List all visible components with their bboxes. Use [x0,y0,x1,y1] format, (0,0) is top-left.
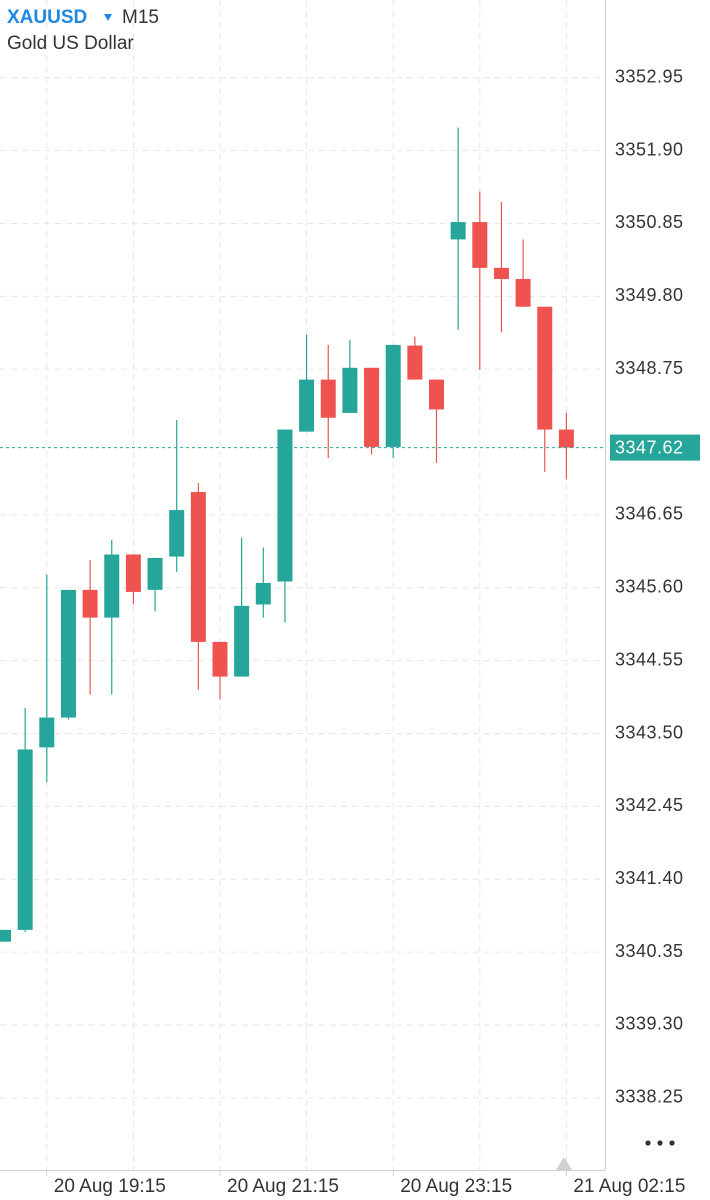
candle-body [299,379,315,432]
x-tick-label: 20 Aug 21:15 [227,1176,339,1197]
candle-body [558,429,574,448]
y-tick-label: 3342.45 [615,795,684,815]
x-tick-label: 20 Aug 19:15 [54,1176,166,1197]
last-price-label: 3347.62 [615,437,684,457]
candle-body [104,554,120,618]
candle-body [0,929,11,942]
candle-body [320,379,336,418]
candle-body [515,278,531,307]
candle-body [537,306,553,430]
candle-body [493,267,509,279]
y-tick-label: 3338.25 [615,1087,684,1107]
candle-body [234,605,250,677]
x-tick-label: 21 Aug 02:15 [573,1176,685,1197]
y-tick-label: 3348.75 [615,358,684,378]
menu-dot[interactable] [657,1140,663,1146]
candle-body [60,589,76,718]
candle-body [364,367,380,447]
instrument-name: Gold US Dollar [7,33,134,54]
last-price-box [610,434,700,461]
y-tick-label: 3344.55 [615,649,684,669]
candle-body [190,492,206,642]
menu-dot[interactable] [645,1140,651,1146]
y-tick-label: 3341.40 [615,868,684,888]
y-tick-label: 3345.60 [615,577,684,597]
y-tick-label: 3343.50 [615,722,684,742]
symbol[interactable]: XAUUSD [7,7,87,28]
y-tick-label: 3350.85 [615,212,684,232]
candle-body [385,344,401,447]
candle-body [407,345,423,380]
y-tick-label: 3346.65 [615,504,684,524]
candle-body [17,749,33,930]
dropdown-icon[interactable] [104,14,112,21]
scroll-marker[interactable] [556,1157,572,1170]
y-tick-label: 3352.95 [615,66,684,86]
y-tick-label: 3351.90 [615,139,684,159]
candle-body [277,429,293,582]
candle-body [342,367,358,413]
candle-body [125,554,141,592]
menu-dot[interactable] [669,1140,675,1146]
more-menu[interactable] [645,1140,675,1146]
candle-body [450,222,466,240]
plot: 3338.25 3339.30 3340.35 3341.40 3342.45 3343.… [0,66,700,1197]
candle-body [472,222,488,268]
x-tick-label: 20 Aug 23:15 [400,1176,512,1197]
candle-body [39,717,55,748]
y-tick-label: 3339.30 [615,1014,684,1034]
y-tick-label: 3340.35 [615,941,684,961]
candle-body [169,510,185,557]
candle-body [82,589,98,618]
y-tick-label: 3349.80 [615,285,684,305]
timeframe[interactable]: M15 [122,7,159,28]
candle-body [255,582,271,605]
candle-body [147,557,163,590]
candle-body [212,641,228,677]
candle-body [429,379,444,410]
